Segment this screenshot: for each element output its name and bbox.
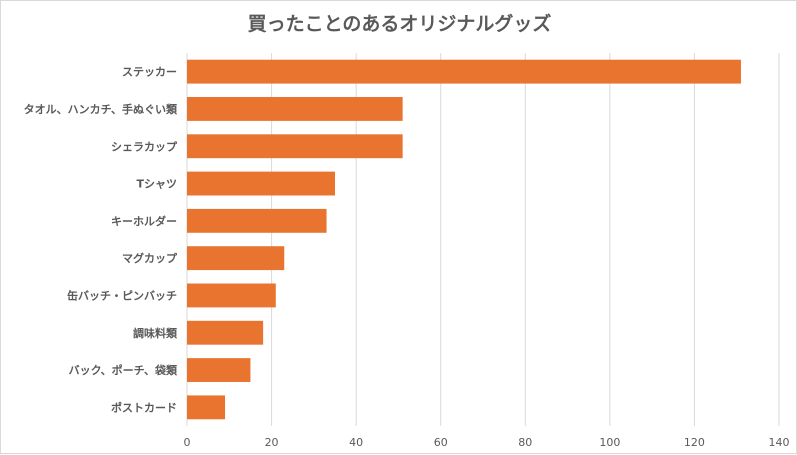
- x-tick-label: 100: [599, 436, 620, 449]
- x-tick-label: 60: [434, 436, 448, 449]
- category-label: ステッカー: [122, 66, 177, 79]
- category-label: キーホルダー: [111, 214, 177, 228]
- bar: [187, 97, 403, 121]
- category-label: タオル、ハンカチ、手ぬぐい類: [24, 102, 178, 116]
- x-tick-label: 80: [518, 436, 532, 449]
- x-tick-labels: 0 20 40 60 80 100 120 140: [184, 436, 790, 449]
- category-label: マグカップ: [122, 251, 178, 265]
- x-tick-label: 20: [265, 436, 279, 449]
- x-tick-label: 0: [184, 436, 191, 449]
- x-tick-label: 40: [349, 436, 363, 449]
- bar: [187, 395, 226, 420]
- category-label: ポストカード: [111, 400, 177, 414]
- bar: [187, 59, 741, 84]
- category-label: バック、ポーチ、袋類: [69, 363, 178, 377]
- bar: [187, 320, 264, 345]
- category-label: シェラカップ: [111, 139, 178, 153]
- grid-lines: [186, 53, 780, 426]
- bars: [187, 59, 741, 420]
- bar: [187, 208, 327, 233]
- bar: [187, 134, 403, 159]
- category-label: 缶バッチ・ピンバッチ: [67, 288, 177, 302]
- chart-title: 買ったことのあるオリジナルグッズ: [247, 13, 552, 35]
- bar: [187, 171, 335, 196]
- bar: [187, 358, 251, 382]
- x-tick-label: 120: [684, 436, 705, 449]
- category-label: 調味料類: [133, 326, 178, 340]
- x-tick-label: 140: [769, 436, 790, 449]
- bar: [187, 246, 285, 271]
- category-label: Tシャツ: [136, 178, 177, 191]
- bar: [187, 283, 276, 308]
